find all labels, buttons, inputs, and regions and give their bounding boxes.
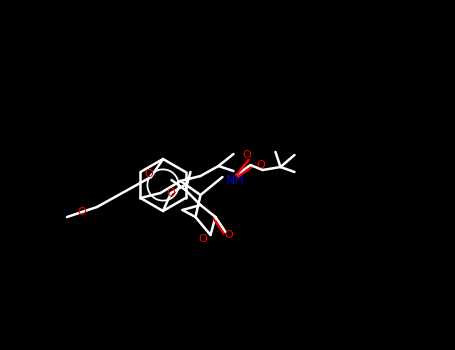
Text: O: O	[256, 160, 265, 170]
Text: O: O	[242, 150, 251, 160]
Text: O: O	[167, 188, 175, 198]
Text: O: O	[144, 169, 153, 179]
Text: O: O	[78, 207, 86, 217]
Text: O: O	[224, 230, 233, 240]
Text: O: O	[199, 234, 207, 244]
Text: NH: NH	[226, 174, 244, 187]
